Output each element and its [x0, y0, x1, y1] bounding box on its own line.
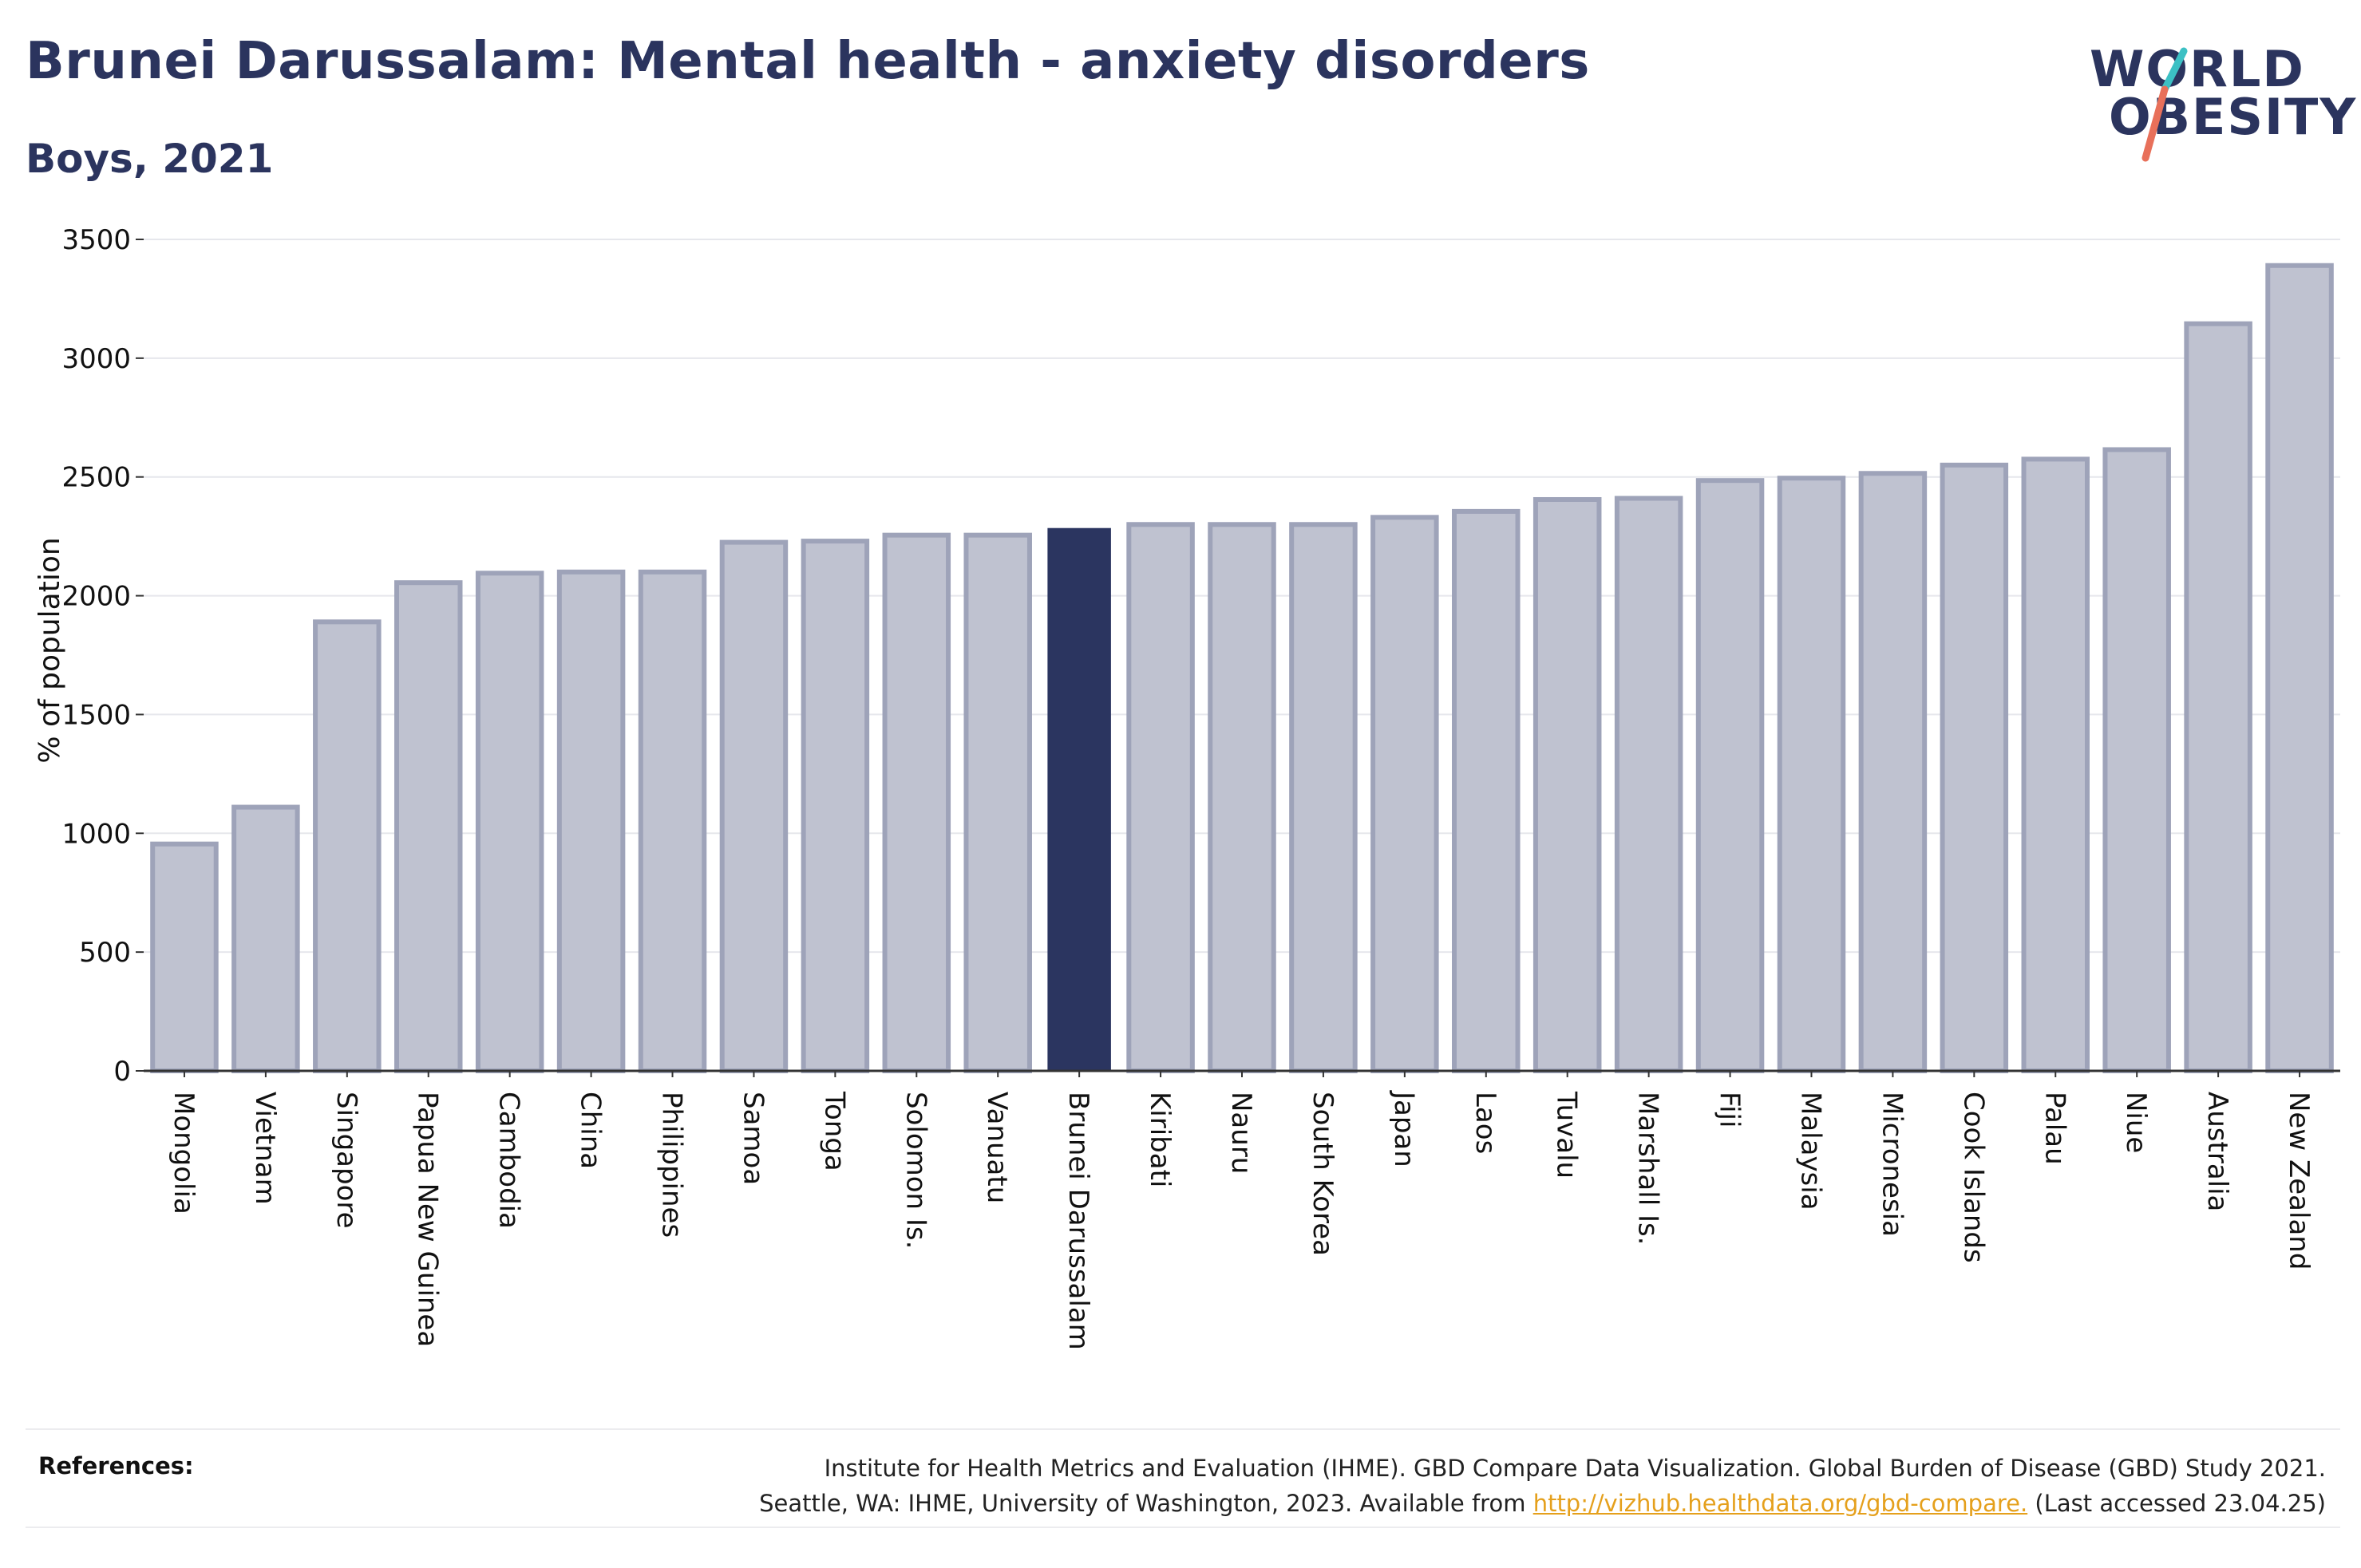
y-tick-label: 1500 — [61, 699, 131, 731]
bar-nauru — [1208, 522, 1276, 1073]
bar-australia — [2184, 321, 2252, 1073]
bar-kiribati — [1126, 522, 1195, 1073]
x-tick-label: Vietnam — [249, 1092, 281, 1205]
x-tick-label: Brunei Darussalam — [1062, 1092, 1094, 1350]
bar-vietnam — [231, 804, 300, 1074]
bar-tonga — [801, 539, 870, 1073]
bar-samoa — [719, 539, 789, 1073]
bar-mongolia — [150, 841, 219, 1073]
logo-slash-icon — [2142, 47, 2188, 162]
x-tick-label: Samoa — [737, 1092, 769, 1185]
reference-link[interactable]: http://vizhub.healthdata.org/gbd-compare… — [1532, 1490, 2028, 1517]
x-tick-label: Kiribati — [1144, 1092, 1176, 1187]
bar-cook-islands — [1940, 462, 2009, 1073]
bar-malaysia — [1777, 476, 1846, 1073]
x-tick-label: Nauru — [1225, 1092, 1257, 1174]
bar-south-korea — [1289, 522, 1358, 1073]
x-tick-label: South Korea — [1307, 1092, 1339, 1256]
x-tick-label: Singapore — [330, 1092, 362, 1229]
y-tick-label: 2500 — [61, 462, 131, 494]
bar-vanuatu — [963, 532, 1032, 1073]
x-tick-label: Laos — [1469, 1092, 1501, 1154]
x-tick-label: Niue — [2120, 1092, 2152, 1153]
bar-cambodia — [475, 571, 544, 1073]
axes: 0 500 1000 1500 2000 2500 3000 3500 Mongolia Viet… — [61, 224, 2340, 1350]
bar-brunei-darussalam — [1047, 527, 1111, 1071]
bar-palau — [2021, 456, 2090, 1073]
reference-line-2: Seattle, WA: IHME, University of Washing… — [759, 1486, 2326, 1521]
x-tick-label: Papua New Guinea — [412, 1092, 444, 1347]
bar-philippines — [638, 569, 707, 1073]
chart-subtitle: Boys, 2021 — [26, 136, 274, 182]
x-tick-label: Solomon Is. — [900, 1092, 931, 1249]
x-tick-label: China — [575, 1092, 607, 1169]
bar-new-zealand — [2265, 263, 2334, 1073]
divider-bottom — [26, 1527, 2340, 1528]
x-tick-label: Japan — [1388, 1090, 1420, 1167]
bar-japan — [1370, 515, 1439, 1073]
y-tick-label: 2000 — [61, 581, 131, 613]
references-label: References: — [38, 1452, 194, 1479]
x-tick-label: Marshall Is. — [1632, 1092, 1664, 1246]
world-obesity-logo: WORLD OBESITY — [2075, 24, 2355, 168]
x-tick-label: Cambodia — [493, 1092, 525, 1229]
y-tick-label: 3000 — [61, 343, 131, 375]
bar-tuvalu — [1532, 496, 1602, 1073]
divider-top — [26, 1428, 2340, 1430]
bar-fiji — [1695, 478, 1765, 1073]
reference-line-2-prefix: Seattle, WA: IHME, University of Washing… — [759, 1490, 1533, 1517]
x-tick-label: Fiji — [1714, 1092, 1746, 1128]
y-tick-label: 0 — [113, 1056, 131, 1088]
bar-singapore — [313, 619, 382, 1073]
x-tick-label: Philippines — [656, 1092, 688, 1238]
bar-china — [556, 569, 626, 1073]
bar-chart: 0 500 1000 1500 2000 2500 3000 3500 Mongolia Viet… — [34, 224, 2340, 1350]
x-tick-label: Cook Islands — [1957, 1092, 1989, 1263]
x-tick-label: New Zealand — [2283, 1092, 2315, 1270]
x-tick-label: Tuvalu — [1551, 1091, 1583, 1179]
references-text: Institute for Health Metrics and Evaluat… — [759, 1451, 2326, 1521]
x-tick-label: Micronesia — [1876, 1092, 1908, 1237]
bar-solomon-is — [882, 532, 951, 1073]
y-tick-label: 1000 — [61, 818, 131, 850]
reference-line-1: Institute for Health Metrics and Evaluat… — [824, 1455, 2326, 1482]
y-tick-label: 500 — [79, 937, 131, 969]
bar-niue — [2102, 447, 2171, 1073]
reference-line-2-suffix: (Last accessed 23.04.25) — [2027, 1490, 2326, 1517]
x-tick-label: Malaysia — [1794, 1092, 1826, 1211]
x-tick-label: Vanuatu — [981, 1092, 1013, 1203]
x-tick-label: Australia — [2201, 1092, 2233, 1211]
x-tick-label: Mongolia — [168, 1092, 200, 1215]
bar-papua-new-guinea — [394, 580, 463, 1073]
bar-marshall-is — [1614, 496, 1683, 1073]
bar-micronesia — [1858, 471, 1928, 1073]
logo-word-world: WORLD — [2090, 40, 2305, 98]
y-tick-label: 3500 — [61, 224, 131, 256]
x-tick-label: Palau — [2039, 1092, 2070, 1165]
x-tick-label: Tonga — [818, 1091, 850, 1171]
bar-laos — [1452, 508, 1521, 1073]
chart-title: Brunei Darussalam: Mental health - anxie… — [26, 32, 1590, 91]
y-axis-label: % of population — [34, 537, 66, 763]
bars — [150, 263, 2334, 1074]
